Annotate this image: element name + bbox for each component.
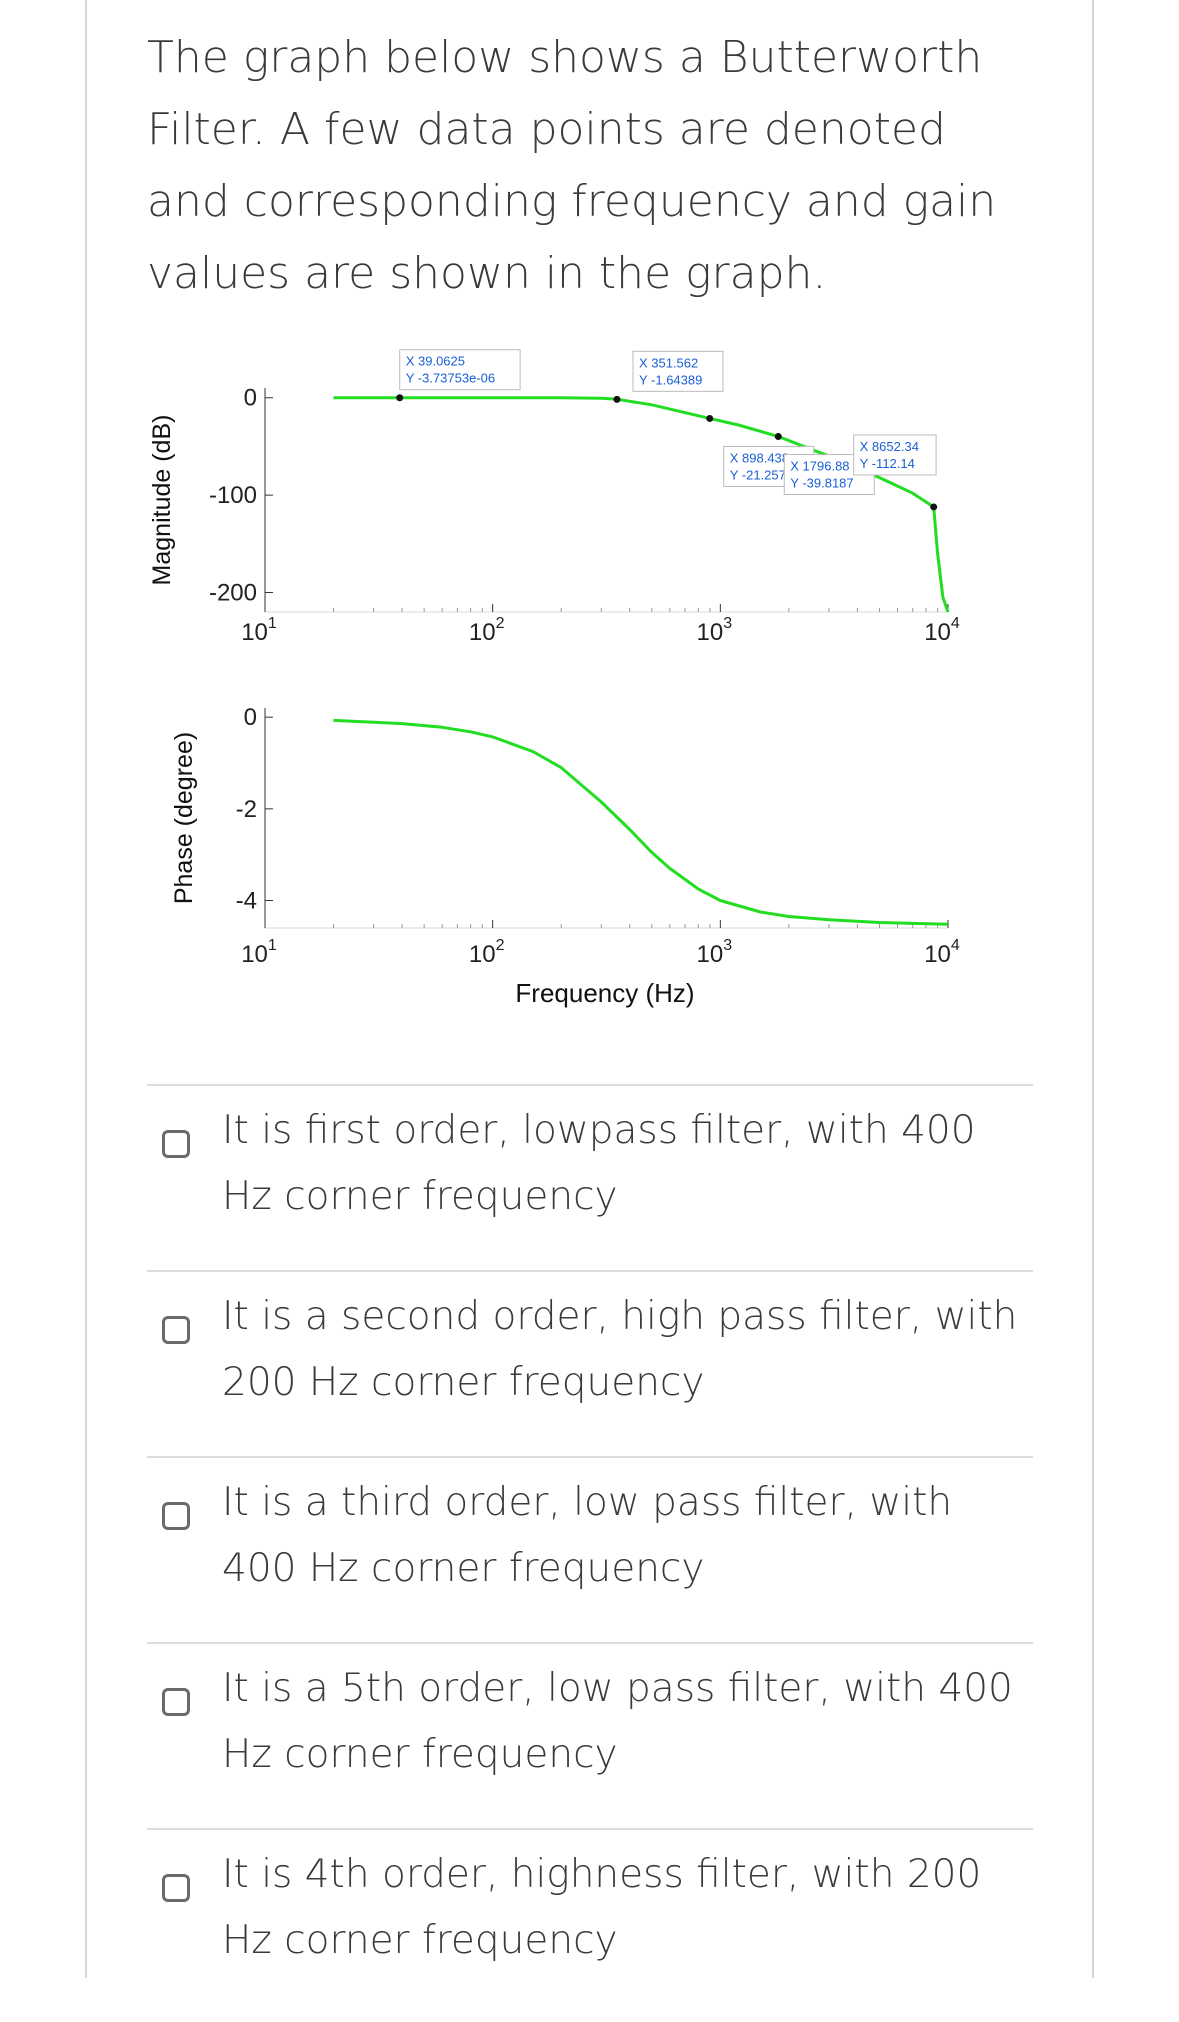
datatip-y-label: Y -3.73753e-06	[406, 371, 495, 386]
y-axis-label: Phase (degree)	[170, 732, 198, 904]
x-tick-label: 102	[469, 615, 505, 646]
x-tick-label: 104	[924, 937, 960, 968]
datatip-box	[632, 350, 724, 392]
bode-plot-figure: 0 -100 -200 101 102 103 104 Magnitude (dB) X 39.…	[140, 330, 1020, 1030]
datatip-y-label: Y -1.64389	[639, 372, 702, 387]
answer-option-label: It is first order, lowpass filter, with …	[222, 1108, 976, 1219]
answer-option-label: It is a third order, low pass filter, wi…	[222, 1480, 953, 1591]
datatip-y-label: Y -21.2578	[730, 467, 793, 482]
datatip-x-label: X 898.438	[730, 450, 789, 465]
option-divider	[147, 1084, 1033, 1086]
x-tick-label: 103	[697, 615, 733, 646]
datatip-box	[399, 349, 521, 391]
checkbox-icon[interactable]	[162, 1874, 190, 1902]
x-axis-label: Frequency (Hz)	[515, 978, 694, 1008]
answer-option-4[interactable]: It is a 5th order, low pass filter, with…	[160, 1656, 1030, 1836]
datatip-marker	[613, 395, 621, 403]
datatip-x-label: X 8652.34	[860, 439, 919, 454]
x-tick-label: 101	[241, 615, 277, 646]
datatip-y-label: Y -39.8187	[790, 476, 853, 491]
datatip-x-label: X 351.562	[639, 355, 698, 370]
checkbox-icon[interactable]	[162, 1130, 190, 1158]
bode-plot-svg: 0 -100 -200 101 102 103 104 Magnitude (dB) X 39.…	[148, 349, 960, 1008]
series-line	[333, 718, 949, 926]
x-tick-label: 104	[924, 615, 960, 646]
panel-2: 0 -2 -4 101 102 103 104 Phase (degree) Frequency…	[170, 704, 960, 1008]
datatip-marker	[396, 394, 404, 402]
option-divider	[147, 1828, 1033, 1830]
option-divider	[147, 1642, 1033, 1644]
series-line	[333, 396, 950, 613]
panel-1: 0 -100 -200 101 102 103 104 Magnitude (dB) X 39.…	[148, 349, 960, 646]
answer-option-label: It is a second order, high pass filter, …	[222, 1294, 1018, 1405]
answer-option-3[interactable]: It is a third order, low pass filter, wi…	[160, 1470, 1030, 1650]
option-divider	[147, 1456, 1033, 1458]
answer-option-1[interactable]: It is first order, lowpass filter, with …	[160, 1098, 1030, 1278]
datatip-marker	[706, 414, 714, 422]
y-tick-label: -4	[236, 888, 257, 915]
checkbox-icon[interactable]	[162, 1316, 190, 1344]
datatip-marker	[930, 503, 938, 511]
x-tick-label: 103	[697, 937, 733, 968]
datatip-y-label: Y -112.14	[860, 456, 915, 471]
datatip-marker	[774, 433, 782, 441]
answer-option-2[interactable]: It is a second order, high pass filter, …	[160, 1284, 1030, 1464]
datatip-x-label: X 39.0625	[406, 354, 465, 369]
y-tick-label: -200	[209, 580, 257, 607]
y-tick-label: 0	[244, 385, 257, 412]
checkbox-icon[interactable]	[162, 1688, 190, 1716]
answer-option-label: It is a 5th order, low pass filter, with…	[222, 1666, 1013, 1777]
page-border-right	[1092, 0, 1094, 1978]
x-tick-label: 102	[469, 937, 505, 968]
datatip-x-label: X 1796.88	[790, 459, 849, 474]
option-divider	[147, 1270, 1033, 1272]
answer-option-5[interactable]: It is 4th order, highness filter, with 2…	[160, 1842, 1030, 2022]
y-tick-label: -2	[236, 796, 257, 823]
datatip-box	[853, 434, 937, 476]
page-border-left	[85, 0, 87, 1978]
x-tick-label: 101	[241, 937, 277, 968]
y-tick-label: -100	[209, 482, 257, 509]
answer-option-label: It is 4th order, highness filter, with 2…	[222, 1852, 982, 1963]
question-text: The graph below shows a Butterworth Filt…	[147, 32, 997, 299]
checkbox-icon[interactable]	[162, 1502, 190, 1530]
y-tick-label: 0	[244, 704, 257, 731]
y-axis-label: Magnitude (dB)	[148, 415, 176, 586]
